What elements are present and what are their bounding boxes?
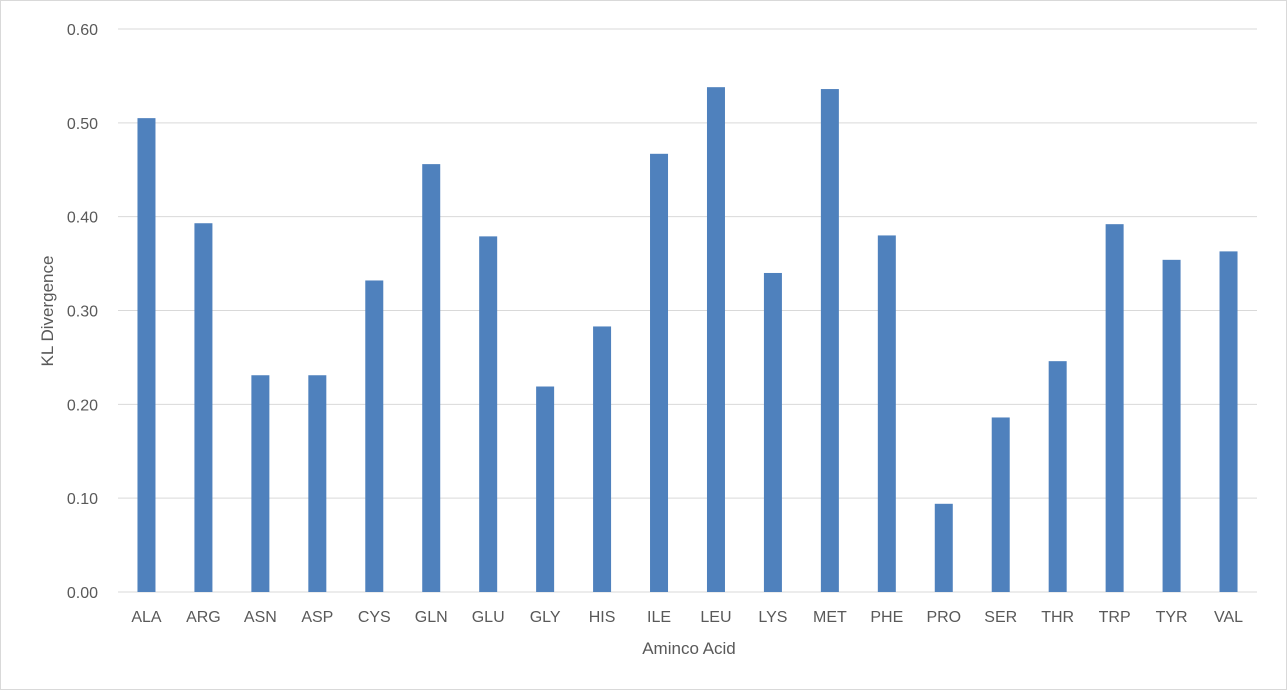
x-tick-label: GLU bbox=[472, 609, 505, 626]
bar-ala bbox=[137, 118, 156, 593]
y-tick-label: 0.00 bbox=[67, 585, 98, 602]
x-tick-label: PHE bbox=[870, 609, 903, 626]
x-tick-label: THR bbox=[1041, 609, 1074, 626]
x-tick-label: CYS bbox=[358, 609, 391, 626]
bars bbox=[137, 87, 1238, 593]
y-tick-label: 0.50 bbox=[67, 116, 98, 133]
x-tick-label: HIS bbox=[589, 609, 616, 626]
x-tick-label: GLY bbox=[530, 609, 561, 626]
x-tick-label: TRP bbox=[1099, 609, 1131, 626]
x-tick-label: ASN bbox=[244, 609, 277, 626]
y-tick-labels: 0.00 0.10 0.20 0.30 0.40 0.50 0.60 bbox=[67, 22, 98, 602]
bar-cys bbox=[365, 280, 384, 592]
x-tick-label: TYR bbox=[1156, 609, 1188, 626]
bar-phe bbox=[877, 235, 896, 592]
bar-thr bbox=[1048, 361, 1067, 592]
bar-leu bbox=[706, 87, 725, 592]
x-tick-labels: ALA ARG ASN ASP CYS GLN GLU GLY HIS ILE LEU LYS MET P… bbox=[131, 609, 1243, 626]
x-tick-label: PRO bbox=[926, 609, 961, 626]
x-tick-label: MET bbox=[813, 609, 847, 626]
x-tick-label: LYS bbox=[758, 609, 787, 626]
x-tick-label: LEU bbox=[700, 609, 731, 626]
x-tick-label: GLN bbox=[415, 609, 448, 626]
x-tick-label: ASP bbox=[301, 609, 333, 626]
y-axis-title: KL Divergence bbox=[38, 256, 57, 367]
bar-gly bbox=[536, 386, 555, 592]
y-tick-label: 0.40 bbox=[67, 210, 98, 227]
bar-asp bbox=[308, 375, 327, 592]
x-tick-label: SER bbox=[984, 609, 1017, 626]
bar-arg bbox=[194, 223, 213, 593]
y-tick-label: 0.30 bbox=[67, 304, 98, 321]
bar-ile bbox=[650, 153, 669, 592]
x-tick-label: VAL bbox=[1214, 609, 1243, 626]
bar-asn bbox=[251, 375, 270, 592]
bar-trp bbox=[1105, 224, 1124, 592]
x-tick-label: ILE bbox=[647, 609, 671, 626]
bar-gln bbox=[422, 164, 441, 592]
gridlines bbox=[118, 28, 1257, 593]
x-axis-title: Aminco Acid bbox=[642, 639, 736, 658]
y-tick-label: 0.60 bbox=[67, 22, 98, 39]
bar-glu bbox=[479, 236, 498, 592]
bar-lys bbox=[763, 272, 782, 592]
bar-ser bbox=[991, 417, 1010, 592]
x-tick-label: ARG bbox=[186, 609, 221, 626]
x-tick-label: ALA bbox=[131, 609, 162, 626]
bar-val bbox=[1219, 251, 1238, 592]
bar-pro bbox=[934, 503, 953, 592]
y-tick-label: 0.10 bbox=[67, 491, 98, 508]
bar-met bbox=[820, 89, 839, 592]
bar-his bbox=[593, 326, 612, 592]
y-tick-label: 0.20 bbox=[67, 397, 98, 414]
bar-tyr bbox=[1162, 259, 1181, 592]
